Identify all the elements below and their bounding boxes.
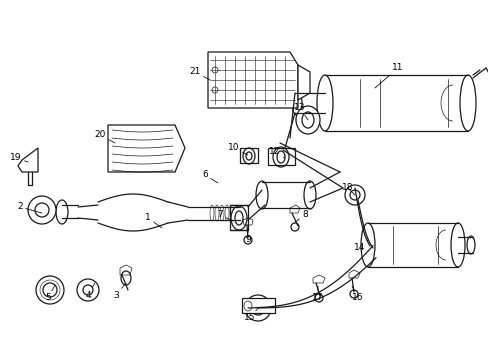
Text: 5: 5: [45, 285, 55, 302]
Text: 10: 10: [228, 144, 247, 155]
Text: 8: 8: [294, 211, 307, 222]
Text: 1: 1: [145, 213, 162, 228]
Ellipse shape: [36, 276, 64, 304]
Ellipse shape: [256, 181, 267, 209]
Text: 4: 4: [85, 283, 95, 300]
Text: 9: 9: [244, 230, 250, 244]
Ellipse shape: [345, 185, 364, 205]
Ellipse shape: [244, 295, 270, 321]
Ellipse shape: [28, 196, 56, 224]
Text: 12: 12: [269, 148, 285, 158]
Text: 17: 17: [312, 286, 323, 302]
Polygon shape: [297, 65, 309, 100]
Text: 19: 19: [10, 153, 28, 162]
Text: 3: 3: [113, 283, 126, 300]
Ellipse shape: [295, 106, 319, 134]
Polygon shape: [229, 205, 247, 230]
Ellipse shape: [77, 279, 99, 301]
Text: 6: 6: [202, 171, 218, 183]
Text: 13: 13: [294, 104, 307, 120]
Ellipse shape: [304, 181, 315, 209]
Text: 7: 7: [217, 211, 232, 221]
Text: 15: 15: [244, 308, 258, 323]
Text: 2: 2: [17, 202, 42, 213]
Polygon shape: [108, 125, 184, 172]
Text: 11: 11: [374, 63, 403, 88]
Text: 18: 18: [342, 184, 354, 195]
Ellipse shape: [450, 223, 464, 267]
Text: 16: 16: [351, 286, 363, 302]
Ellipse shape: [56, 200, 68, 224]
Text: 21: 21: [189, 68, 209, 80]
Text: 20: 20: [94, 130, 115, 143]
Ellipse shape: [360, 223, 374, 267]
Polygon shape: [207, 52, 297, 108]
Polygon shape: [18, 148, 38, 172]
Text: 14: 14: [354, 240, 367, 252]
Polygon shape: [242, 298, 274, 313]
